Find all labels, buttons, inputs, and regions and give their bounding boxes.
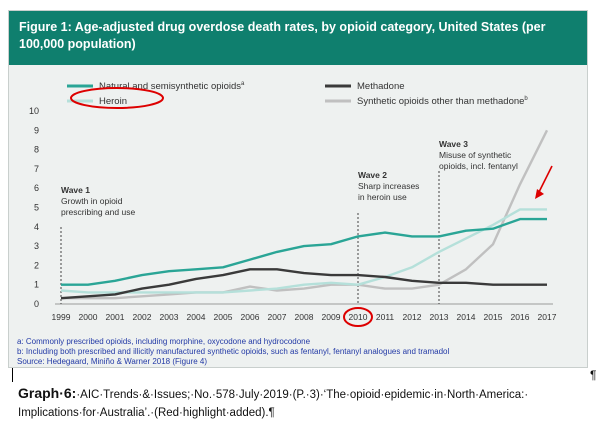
- series-line-methadone: [60, 268, 547, 300]
- legend-label: Synthetic opioids other than methadoneb: [357, 96, 528, 107]
- x-tick-label: 2000: [79, 312, 98, 322]
- x-tick-label: 2016: [511, 312, 530, 322]
- series-line-synthetic-opioids-other-than-methadone: [61, 129, 549, 300]
- highlight-circle-heroin: [70, 87, 164, 109]
- legend-label: Heroin: [99, 96, 127, 107]
- wave-annotation-text: Growth in opioid: [61, 196, 123, 206]
- wave-annotation-text: prescribing and use: [61, 207, 135, 217]
- series-line-heroin: [60, 208, 547, 294]
- highlight-circle-2010: [343, 307, 373, 327]
- chart-svg: 0 1 2 3 4 5 6 7 8 9 10 1999 2000 2001 2002 2003 2004 2005…: [29, 81, 557, 327]
- y-tick-label: 4: [34, 222, 39, 232]
- x-tick-label: 2007: [268, 312, 287, 322]
- x-tick-label: 2015: [484, 312, 503, 322]
- graph-caption: Graph·6:·AIC·Trends·&·Issues;·No.·578·Ju…: [18, 384, 598, 422]
- caption-line-1: ·AIC·Trends·&·Issues;·No.·578·July·2019·…: [76, 389, 529, 401]
- paragraph-mark: ¶: [590, 368, 597, 382]
- x-tick-label: 2013: [430, 312, 449, 322]
- legend-label: Natural and semisynthetic opioidsa: [99, 81, 245, 92]
- footnote-b: b: Including both prescribed and illicit…: [17, 347, 450, 356]
- y-tick-label: 3: [34, 241, 39, 251]
- figure-panel: Figure 1: Age-adjusted drug overdose dea…: [8, 10, 588, 368]
- y-tick-label: 8: [34, 145, 39, 155]
- x-tick-label: 2014: [457, 312, 476, 322]
- figure-header: Figure 1: Age-adjusted drug overdose dea…: [9, 11, 587, 65]
- chart-title: Figure 1: Age-adjusted drug overdose dea…: [19, 20, 546, 51]
- footnote-a: a: Commonly prescribed opioids, includin…: [17, 337, 311, 346]
- source-note: Source: Hedegaard, Miniño & Warner 2018 …: [17, 357, 208, 366]
- wave-annotation-title: Wave 2: [358, 170, 387, 180]
- x-tick-label: 2010: [349, 312, 368, 322]
- x-tick-label: 2004: [187, 312, 206, 322]
- y-tick-label: 5: [34, 203, 39, 213]
- wave-annotation-text: Sharp increases: [358, 181, 419, 191]
- highlight-arrow-shaft: [538, 165, 553, 193]
- x-tick-label: 2006: [241, 312, 260, 322]
- x-tick-label: 2005: [214, 312, 233, 322]
- x-tick-label: 2011: [376, 312, 395, 322]
- text-cursor: [12, 368, 13, 382]
- wave-annotation-title: Wave 1: [61, 185, 90, 195]
- caption-label: Graph·6:: [18, 385, 77, 401]
- wave-annotation-text: opioids, incl. fentanyl: [439, 161, 518, 171]
- y-tick-label: 10: [29, 106, 39, 116]
- x-tick-label: 2008: [295, 312, 314, 322]
- highlight-arrow-head: [535, 189, 544, 199]
- wave-annotation-text: in heroin use: [358, 192, 407, 202]
- y-tick-label: 0: [34, 299, 39, 309]
- x-tick-label: 2012: [403, 312, 422, 322]
- y-tick-label: 6: [34, 183, 39, 193]
- caption-line-2: Implications·for·Australia’.·(Red·highli…: [18, 407, 275, 419]
- y-tick-label: 1: [34, 280, 39, 290]
- x-tick-label: 2017: [538, 312, 557, 322]
- x-tick-label: 2009: [322, 312, 341, 322]
- legend-label: Methadone: [357, 81, 405, 92]
- y-tick-label: 9: [34, 125, 39, 135]
- x-tick-label: 1999: [52, 312, 71, 322]
- y-tick-label: 7: [34, 164, 39, 174]
- x-tick-label: 2003: [160, 312, 179, 322]
- y-tick-label: 2: [34, 260, 39, 270]
- x-tick-label: 2002: [133, 312, 152, 322]
- x-tick-label: 2001: [106, 312, 125, 322]
- wave-annotation-title: Wave 3: [439, 139, 468, 149]
- wave-annotation-text: Misuse of synthetic: [439, 150, 512, 160]
- series-line-natural-and-semisynthetic-opioids: [61, 217, 547, 286]
